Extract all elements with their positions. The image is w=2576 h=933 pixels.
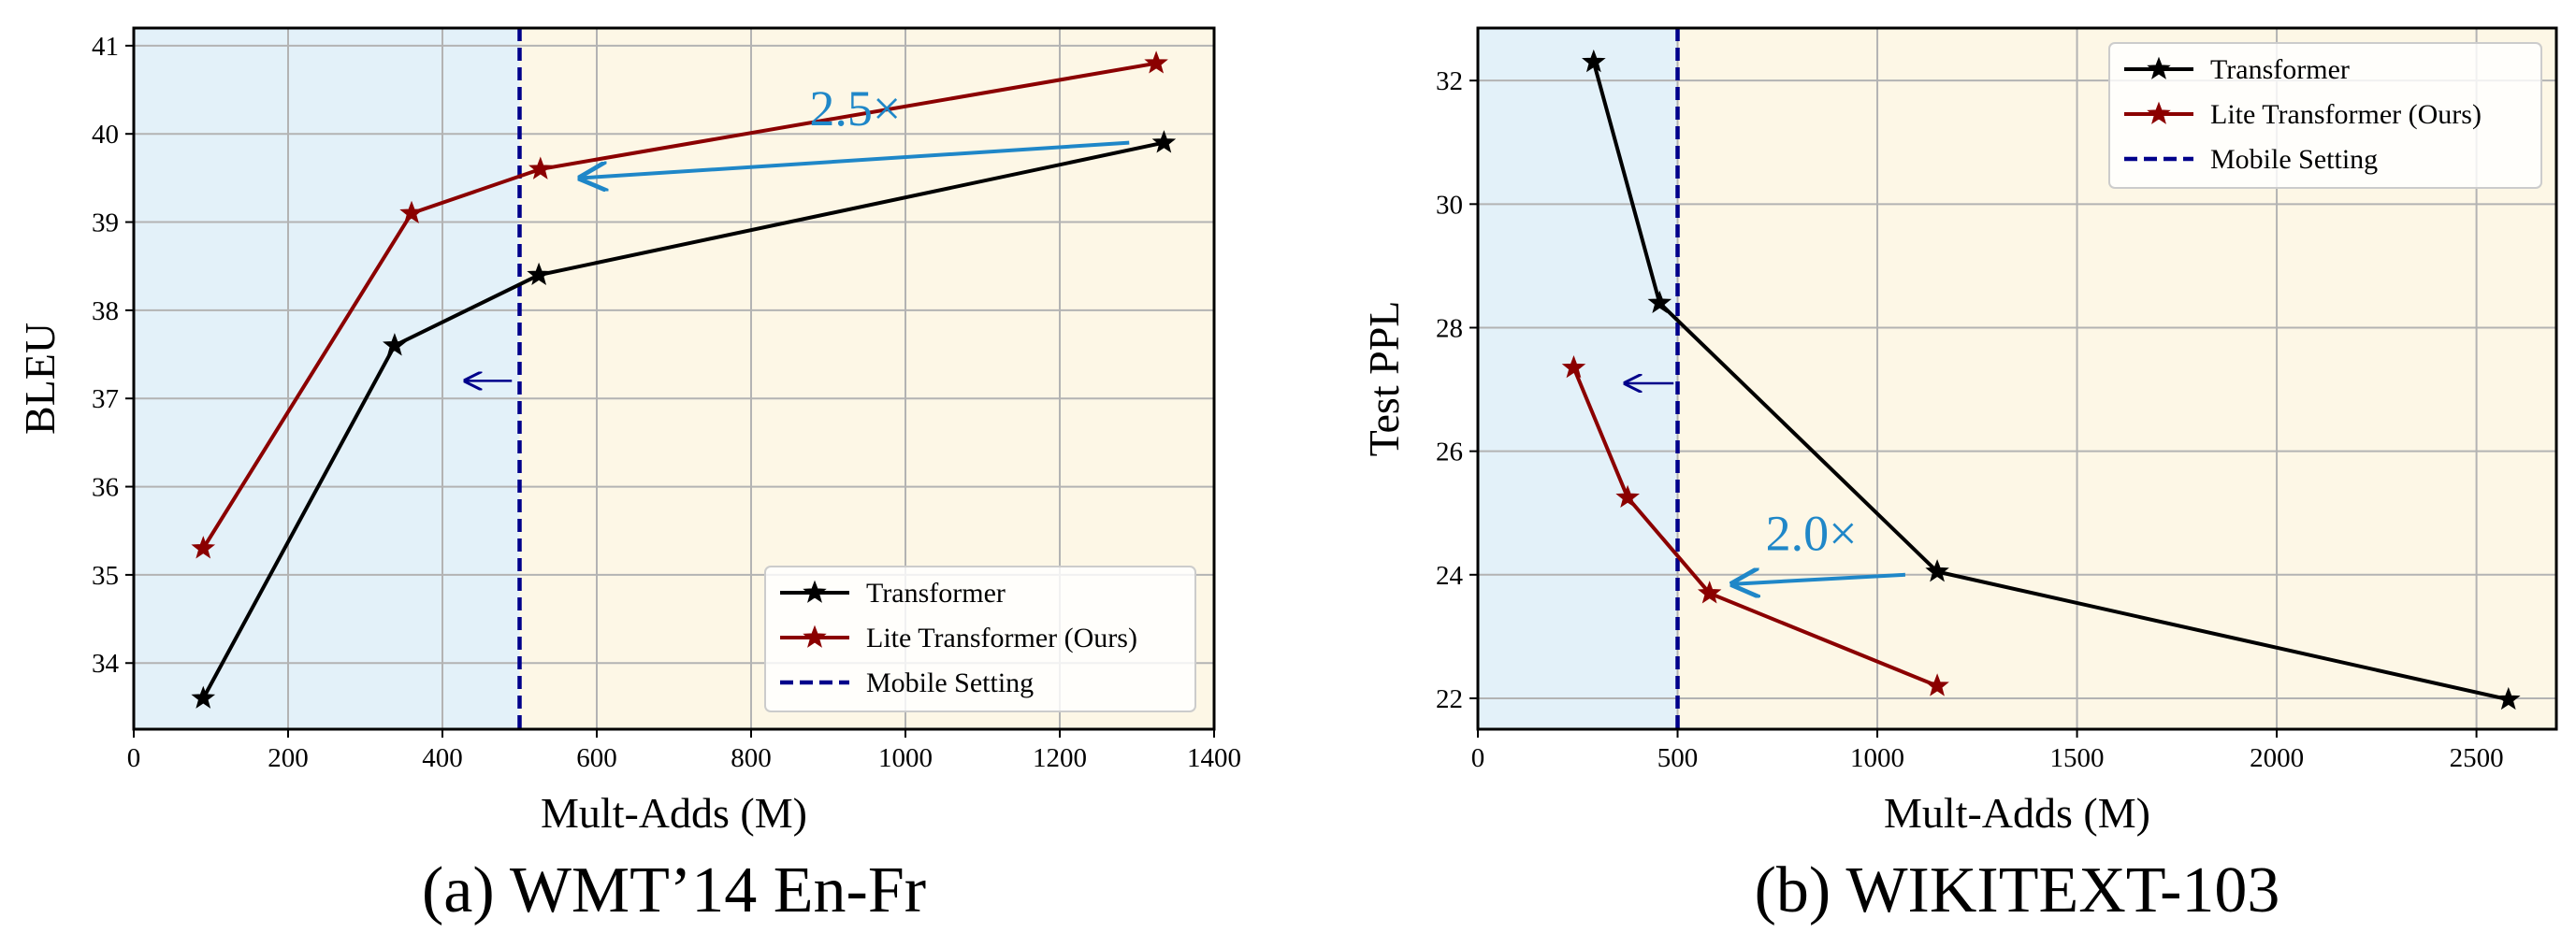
x-tick-label: 200 (268, 743, 309, 773)
chart-caption: (b) WIKITEXT-103 (1755, 854, 2280, 926)
x-tick-label: 400 (422, 743, 463, 773)
y-tick-label: 24 (1436, 561, 1464, 591)
series-line (201, 61, 1157, 550)
data-point (383, 333, 407, 356)
x-tick-label: 1200 (1033, 743, 1087, 773)
legend-marker (803, 580, 827, 603)
data-point (528, 156, 553, 179)
chart-wikitext103: 2.0× 0 500 1000 1500 2000 2500 22 24 26 28 30 32 Tr… (1360, 26, 2558, 926)
x-tick-label: 1000 (878, 743, 933, 773)
series-line (1591, 61, 2510, 702)
y-tick-label: 35 (92, 561, 119, 591)
data-point (399, 200, 424, 223)
legend-label: Mobile Setting (866, 667, 1034, 698)
y-tick-label: 39 (92, 208, 119, 238)
legend-label: Transformer (2210, 54, 2350, 85)
y-tick-label: 40 (92, 120, 119, 150)
x-tick-label: 600 (576, 743, 617, 773)
y-axis-label: Test PPL (1360, 301, 1408, 457)
y-tick-label: 34 (92, 649, 120, 679)
y-tick-label: 38 (92, 296, 119, 326)
legend-label: Lite Transformer (Ours) (866, 623, 1137, 653)
data-point (1582, 49, 1606, 73)
x-tick-label: 0 (1471, 743, 1485, 773)
y-tick-label: 22 (1436, 684, 1463, 714)
y-tick-label: 41 (92, 32, 119, 62)
data-point (2496, 686, 2521, 711)
legend-label: Lite Transformer (Ours) (2210, 99, 2482, 130)
mobile-region (134, 28, 520, 729)
x-tick-label: 500 (1657, 743, 1699, 773)
x-tick-label: 1400 (1187, 743, 1241, 773)
series-line (1571, 366, 1938, 688)
data-point (1925, 673, 1949, 696)
data-point (1144, 50, 1168, 74)
x-tick-label: 0 (127, 743, 141, 773)
legend-marker (2147, 101, 2171, 124)
legend: Transformer Lite Transformer (Ours) Mobile… (764, 566, 1196, 712)
x-tick-label: 800 (731, 743, 772, 773)
data-point (1151, 130, 1177, 153)
y-tick-label: 30 (1436, 190, 1463, 220)
legend-label: Transformer (866, 578, 1006, 609)
y-tick-label: 37 (92, 384, 119, 414)
data-point (191, 685, 216, 709)
chart-wmt14: 2.5× 0 200 400 600 800 1000 1200 1400 34 35 36 37 38… (16, 26, 1241, 926)
legend: Transformer Lite Transformer (Ours) Mobile… (2108, 42, 2542, 189)
data-point (1925, 559, 1949, 582)
series-line (201, 140, 1165, 699)
speedup-arrow (582, 140, 1130, 179)
data-point (191, 536, 216, 559)
x-tick-label: 1000 (1850, 743, 1904, 773)
x-tick-label: 2500 (2450, 743, 2504, 773)
y-tick-label: 26 (1436, 438, 1463, 467)
legend-box (2108, 42, 2542, 189)
x-tick-label: 2000 (2250, 743, 2304, 773)
data-point (1615, 484, 1640, 509)
speedup-arrow (1733, 575, 1906, 584)
y-tick-label: 32 (1436, 66, 1463, 96)
speedup-label: 2.5× (809, 80, 901, 136)
y-tick-label: 28 (1436, 313, 1463, 343)
x-axis-label: Mult-Adds (M) (1884, 789, 2150, 837)
legend-marker (2147, 56, 2171, 79)
legend-marker (803, 624, 827, 648)
data-point (527, 262, 551, 286)
x-axis-label: Mult-Adds (M) (541, 789, 807, 837)
speedup-label: 2.0× (1766, 505, 1858, 561)
x-tick-label: 1500 (2050, 743, 2105, 773)
y-axis-label: BLEU (16, 323, 64, 435)
legend-box (764, 566, 1196, 712)
data-point (1561, 354, 1586, 379)
y-tick-label: 36 (92, 473, 119, 503)
legend-label: Mobile Setting (2210, 144, 2378, 175)
data-point (1697, 581, 1722, 604)
chart-caption: (a) WMT’14 En-Fr (422, 854, 926, 926)
data-point (1647, 290, 1672, 313)
